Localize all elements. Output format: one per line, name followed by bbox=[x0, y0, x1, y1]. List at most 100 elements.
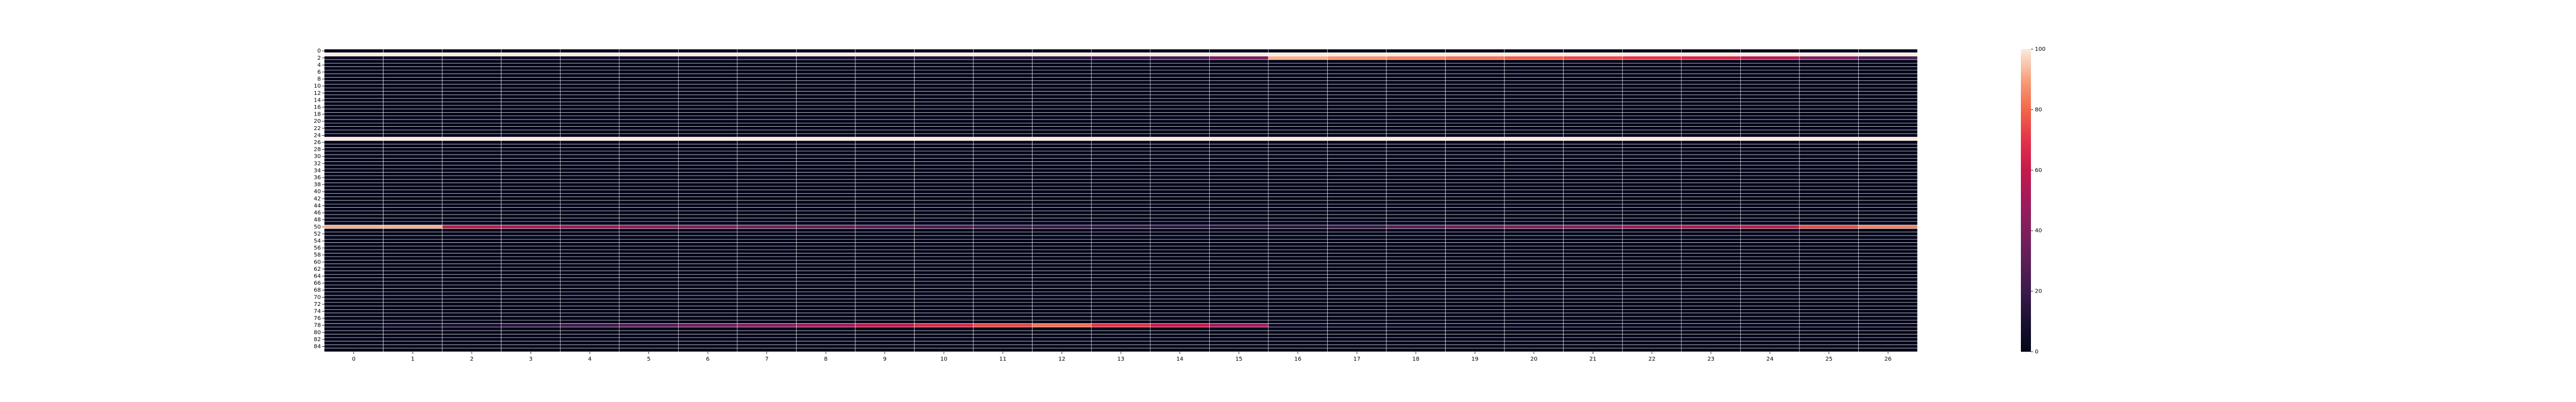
heatmap-cell bbox=[1622, 277, 1682, 282]
heatmap-cell bbox=[1268, 319, 1328, 324]
heatmap-cell bbox=[796, 49, 856, 53]
heatmap-cell bbox=[1445, 126, 1505, 131]
heatmap-cell bbox=[619, 337, 679, 342]
heatmap-cell bbox=[737, 66, 797, 71]
heatmap-cell bbox=[560, 214, 620, 218]
heatmap-cell bbox=[1740, 309, 1800, 313]
heatmap-cell bbox=[1445, 309, 1505, 313]
heatmap-cell bbox=[1327, 59, 1387, 64]
heatmap-cell bbox=[737, 133, 797, 137]
heatmap-cell bbox=[1091, 327, 1151, 331]
y-tick-label: 34 bbox=[314, 168, 321, 174]
heatmap-cell bbox=[1740, 94, 1800, 99]
heatmap-cell bbox=[1445, 305, 1505, 310]
heatmap-cell bbox=[1740, 277, 1800, 282]
heatmap-cell bbox=[560, 189, 620, 194]
heatmap-cell bbox=[1150, 337, 1210, 342]
heatmap-cell bbox=[1563, 260, 1623, 264]
heatmap-cell bbox=[796, 203, 856, 208]
heatmap-cell bbox=[1032, 94, 1092, 99]
heatmap-cell bbox=[1150, 344, 1210, 349]
heatmap-cell bbox=[1327, 246, 1387, 250]
heatmap-cell bbox=[1681, 232, 1741, 236]
heatmap-cell bbox=[1327, 256, 1387, 261]
heatmap-cell bbox=[1386, 123, 1446, 127]
heatmap-cell bbox=[914, 52, 974, 56]
heatmap-cell bbox=[1150, 123, 1210, 127]
heatmap-cell bbox=[324, 88, 383, 92]
heatmap-cell bbox=[560, 305, 620, 310]
heatmap-cell bbox=[560, 98, 620, 102]
heatmap-cell bbox=[737, 88, 797, 92]
heatmap-cell bbox=[442, 256, 501, 261]
heatmap-cell bbox=[1386, 316, 1446, 320]
heatmap-cell bbox=[1150, 228, 1210, 233]
heatmap-cell bbox=[737, 246, 797, 250]
heatmap-cell bbox=[1681, 59, 1741, 64]
heatmap-cell bbox=[1209, 281, 1269, 285]
heatmap-cell bbox=[1268, 330, 1328, 334]
heatmap-cell bbox=[1032, 207, 1092, 212]
heatmap-cell bbox=[973, 123, 1033, 127]
heatmap-cell bbox=[678, 319, 738, 324]
heatmap-cell bbox=[1799, 249, 1859, 253]
heatmap-cell bbox=[855, 189, 915, 194]
heatmap-cell bbox=[796, 330, 856, 334]
heatmap-cell bbox=[796, 305, 856, 310]
heatmap-cell bbox=[619, 218, 679, 222]
heatmap-cell bbox=[914, 143, 974, 148]
heatmap-cell bbox=[1209, 179, 1269, 183]
heatmap-cell bbox=[855, 260, 915, 264]
heatmap-cell bbox=[442, 305, 501, 310]
heatmap-cell bbox=[501, 348, 561, 352]
heatmap-cell bbox=[442, 309, 501, 313]
heatmap-cell bbox=[1740, 168, 1800, 173]
heatmap-cell bbox=[1209, 242, 1269, 247]
heatmap-cell bbox=[324, 94, 383, 99]
heatmap-cell bbox=[1386, 218, 1446, 222]
heatmap-cell bbox=[324, 239, 383, 243]
heatmap-cell bbox=[914, 295, 974, 299]
heatmap-cell bbox=[1740, 56, 1800, 60]
heatmap-cell bbox=[973, 80, 1033, 85]
heatmap-cell bbox=[1445, 137, 1505, 141]
heatmap-cell bbox=[619, 88, 679, 92]
heatmap-cell bbox=[678, 80, 738, 85]
heatmap-cell bbox=[1799, 70, 1859, 74]
heatmap-cell bbox=[1386, 232, 1446, 236]
heatmap-cell bbox=[324, 186, 383, 190]
heatmap-cell bbox=[1858, 337, 1918, 342]
heatmap-cell bbox=[973, 126, 1033, 131]
heatmap-cell bbox=[1445, 313, 1505, 317]
heatmap-cell bbox=[855, 256, 915, 261]
heatmap-cell bbox=[678, 344, 738, 349]
heatmap-cell bbox=[1681, 193, 1741, 197]
colorbar-tick-label: 60 bbox=[2035, 168, 2042, 174]
heatmap-cell bbox=[1858, 63, 1918, 67]
heatmap-cell bbox=[973, 172, 1033, 176]
heatmap-cell bbox=[1032, 59, 1092, 64]
heatmap-cell bbox=[442, 94, 501, 99]
heatmap-cell bbox=[914, 323, 974, 328]
heatmap-cell bbox=[1445, 330, 1505, 334]
heatmap-cell bbox=[796, 246, 856, 250]
heatmap-cell bbox=[619, 73, 679, 78]
heatmap-cell bbox=[1681, 267, 1741, 271]
heatmap-cell bbox=[1622, 218, 1682, 222]
heatmap-cell bbox=[1150, 246, 1210, 250]
heatmap-cell bbox=[383, 344, 443, 349]
heatmap-cell bbox=[442, 210, 501, 215]
y-tick-label: 6 bbox=[318, 69, 321, 75]
heatmap-cell bbox=[1268, 260, 1328, 264]
heatmap-cell bbox=[1504, 140, 1564, 145]
heatmap-cell bbox=[678, 84, 738, 88]
heatmap-cell bbox=[619, 49, 679, 53]
heatmap-cell bbox=[796, 295, 856, 299]
heatmap-cell bbox=[1799, 210, 1859, 215]
heatmap-cell bbox=[1622, 253, 1682, 257]
heatmap-cell bbox=[796, 179, 856, 183]
heatmap-cell bbox=[973, 165, 1033, 169]
heatmap-cell bbox=[442, 316, 501, 320]
heatmap-cell bbox=[1091, 224, 1151, 229]
x-tick-label: 12 bbox=[1058, 356, 1066, 362]
